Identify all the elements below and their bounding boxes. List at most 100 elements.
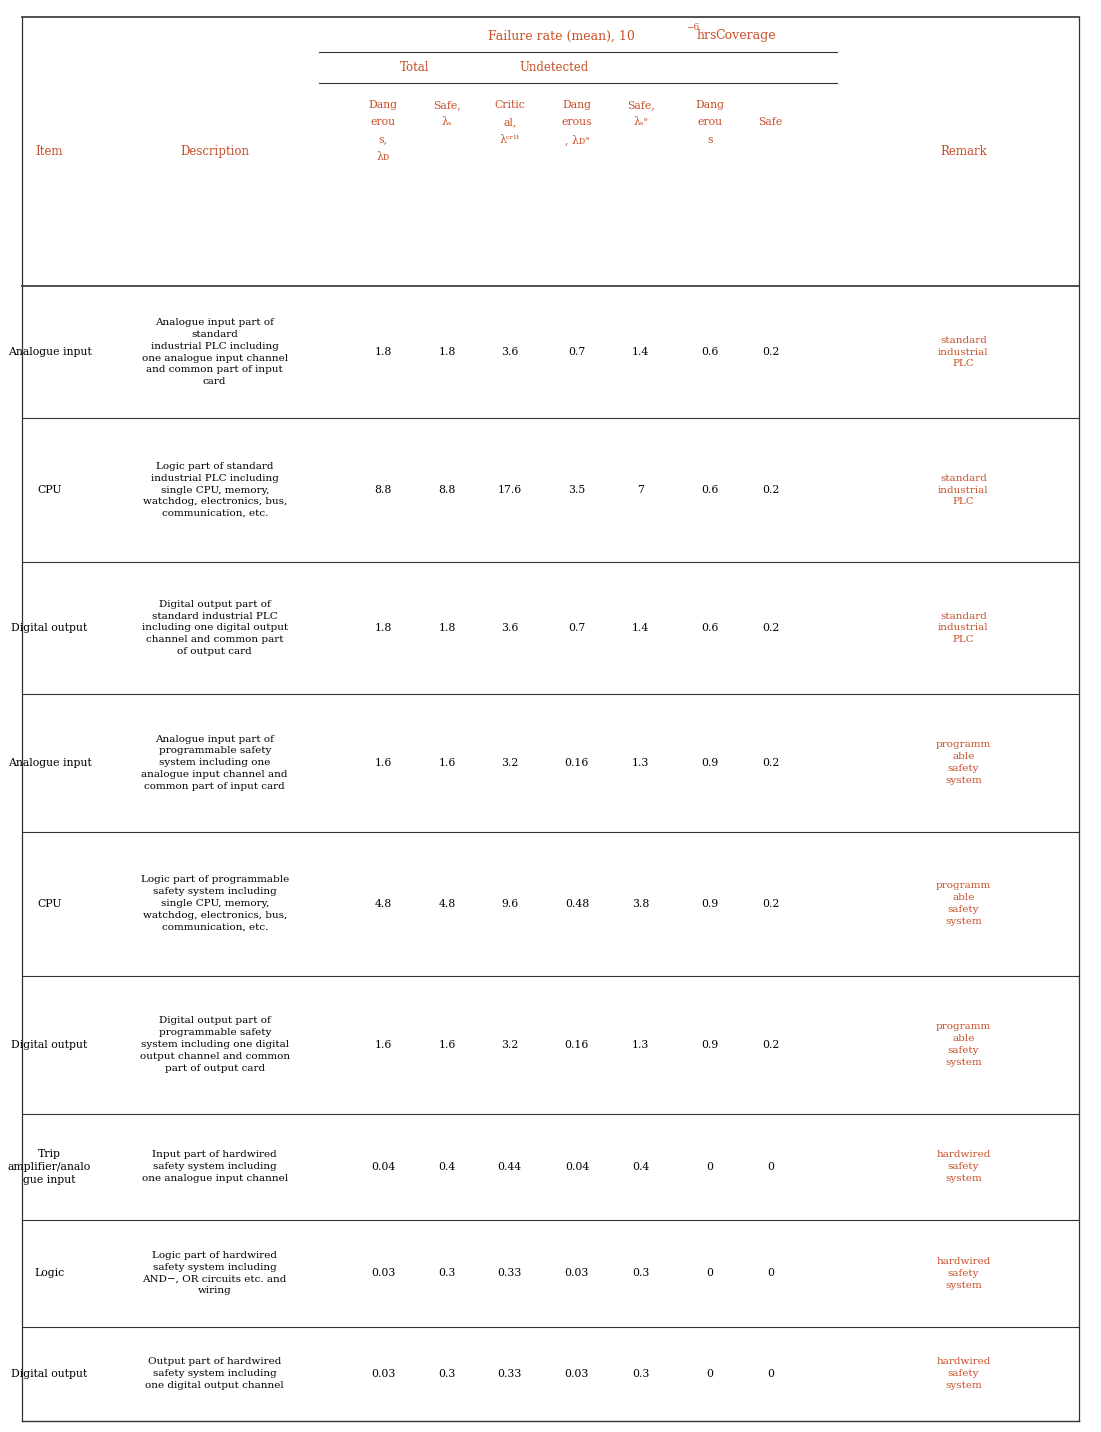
Text: 1.3: 1.3 (632, 1040, 650, 1050)
Text: 4.8: 4.8 (374, 899, 392, 908)
Text: 0.48: 0.48 (565, 899, 589, 908)
Text: 0.2: 0.2 (762, 758, 780, 768)
Text: 1.8: 1.8 (374, 347, 392, 357)
Text: 0.44: 0.44 (498, 1161, 522, 1171)
Text: 7: 7 (637, 485, 644, 495)
Text: λₛᵊ: λₛᵊ (633, 117, 648, 127)
Text: erou: erou (371, 117, 395, 127)
Text: 1.8: 1.8 (438, 623, 456, 633)
Text: s: s (708, 135, 712, 145)
Text: 0.03: 0.03 (565, 1369, 589, 1379)
Text: standard
industrial
PLC: standard industrial PLC (938, 611, 989, 644)
Text: 0.03: 0.03 (565, 1269, 589, 1279)
Text: hardwired
safety
system: hardwired safety system (936, 1358, 991, 1390)
Text: 0.4: 0.4 (632, 1161, 650, 1171)
Text: λᶜʳᴵᵗ: λᶜʳᴵᵗ (500, 135, 520, 145)
Text: λᴅ: λᴅ (377, 152, 390, 162)
Text: Analogue input: Analogue input (8, 347, 91, 357)
Text: 0.16: 0.16 (565, 1040, 589, 1050)
Text: Total: Total (401, 60, 429, 74)
Text: 17.6: 17.6 (498, 485, 522, 495)
Text: Trip
amplifier/analo
gue input: Trip amplifier/analo gue input (8, 1148, 91, 1184)
Text: 0.03: 0.03 (371, 1369, 395, 1379)
Text: 0.2: 0.2 (762, 485, 780, 495)
Text: 0.6: 0.6 (701, 485, 719, 495)
Text: 0.3: 0.3 (438, 1269, 456, 1279)
Text: 0.9: 0.9 (701, 1040, 719, 1050)
Text: Input part of hardwired
safety system including
one analogue input channel: Input part of hardwired safety system in… (142, 1150, 287, 1183)
Text: al,: al, (503, 117, 516, 127)
Text: CPU: CPU (37, 899, 62, 908)
Text: 0: 0 (767, 1161, 774, 1171)
Text: Safe: Safe (759, 117, 783, 127)
Text: hardwired
safety
system: hardwired safety system (936, 1257, 991, 1290)
Text: 0.3: 0.3 (632, 1369, 650, 1379)
Text: erous: erous (562, 117, 592, 127)
Text: erou: erou (698, 117, 722, 127)
Text: 3.2: 3.2 (501, 758, 519, 768)
Text: 1.8: 1.8 (438, 347, 456, 357)
Text: s,: s, (379, 135, 388, 145)
Text: 0.3: 0.3 (632, 1269, 650, 1279)
Text: Digital output: Digital output (11, 1369, 88, 1379)
Text: 8.8: 8.8 (374, 485, 392, 495)
Text: Digital output part of
standard industrial PLC
including one digital output
chan: Digital output part of standard industri… (142, 600, 287, 656)
Text: 0.7: 0.7 (568, 347, 586, 357)
Text: 0.33: 0.33 (498, 1369, 522, 1379)
Text: 1.6: 1.6 (438, 1040, 456, 1050)
Text: programm
able
safety
system: programm able safety system (936, 740, 991, 785)
Text: 3.6: 3.6 (501, 623, 519, 633)
Text: Undetected: Undetected (520, 60, 589, 74)
Text: 3.8: 3.8 (632, 899, 650, 908)
Text: Safe,: Safe, (433, 100, 461, 110)
Text: Digital output: Digital output (11, 1040, 88, 1050)
Text: 0.04: 0.04 (371, 1161, 395, 1171)
Text: 1.6: 1.6 (438, 758, 456, 768)
Text: 0.16: 0.16 (565, 758, 589, 768)
Text: hardwired
safety
system: hardwired safety system (936, 1150, 991, 1183)
Text: 0.33: 0.33 (498, 1269, 522, 1279)
Text: 0.9: 0.9 (701, 899, 719, 908)
Text: Logic part of hardwired
safety system including
AND−, OR circuits etc. and
wirin: Logic part of hardwired safety system in… (142, 1252, 287, 1296)
Text: Remark: Remark (940, 145, 986, 159)
Text: Output part of hardwired
safety system including
one digital output channel: Output part of hardwired safety system i… (145, 1358, 284, 1390)
Text: 0.6: 0.6 (701, 347, 719, 357)
Text: Logic part of programmable
safety system including
single CPU, memory,
watchdog,: Logic part of programmable safety system… (141, 875, 288, 932)
Text: 0.9: 0.9 (701, 758, 719, 768)
Text: Coverage: Coverage (716, 29, 776, 43)
Text: standard
industrial
PLC: standard industrial PLC (938, 337, 989, 368)
Text: Failure rate (mean), 10: Failure rate (mean), 10 (488, 29, 635, 43)
Text: 0.4: 0.4 (438, 1161, 456, 1171)
Text: Dang: Dang (563, 100, 591, 110)
Text: 1.4: 1.4 (632, 623, 650, 633)
Text: Logic part of standard
industrial PLC including
single CPU, memory,
watchdog, el: Logic part of standard industrial PLC in… (142, 463, 287, 518)
Text: 0: 0 (707, 1369, 713, 1379)
Text: Logic: Logic (34, 1269, 65, 1279)
Text: 0.03: 0.03 (371, 1269, 395, 1279)
Text: 1.6: 1.6 (374, 1040, 392, 1050)
Text: 4.8: 4.8 (438, 899, 456, 908)
Text: 8.8: 8.8 (438, 485, 456, 495)
Text: programm
able
safety
system: programm able safety system (936, 1022, 991, 1067)
Text: Dang: Dang (696, 100, 724, 110)
Text: CPU: CPU (37, 485, 62, 495)
Text: 0: 0 (767, 1369, 774, 1379)
Text: , λᴅᵊ: , λᴅᵊ (565, 135, 589, 146)
Text: Analogue input: Analogue input (8, 758, 91, 768)
Text: 0: 0 (707, 1269, 713, 1279)
Text: 0.3: 0.3 (438, 1369, 456, 1379)
Text: 0.2: 0.2 (762, 347, 780, 357)
Text: Analogue input part of
programmable safety
system including one
analogue input c: Analogue input part of programmable safe… (141, 735, 288, 790)
Text: Dang: Dang (369, 100, 397, 110)
Text: 3.6: 3.6 (501, 347, 519, 357)
Text: hrs: hrs (697, 29, 718, 43)
Text: Digital output: Digital output (11, 623, 88, 633)
Text: 0: 0 (767, 1269, 774, 1279)
Text: 0.2: 0.2 (762, 1040, 780, 1050)
Text: 3.5: 3.5 (568, 485, 586, 495)
Text: 3.2: 3.2 (501, 1040, 519, 1050)
Text: 9.6: 9.6 (501, 899, 519, 908)
Text: 0.7: 0.7 (568, 623, 586, 633)
Text: Digital output part of
programmable safety
system including one digital
output c: Digital output part of programmable safe… (140, 1017, 290, 1073)
Text: standard
industrial
PLC: standard industrial PLC (938, 474, 989, 507)
